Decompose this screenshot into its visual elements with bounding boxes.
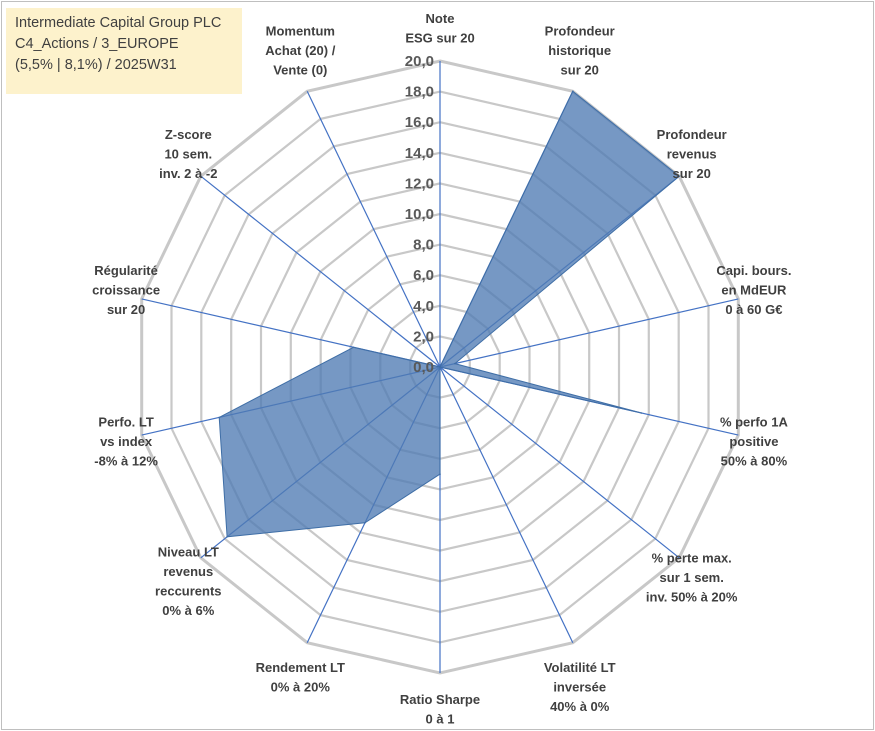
- tick-label: 6,0: [413, 267, 434, 284]
- axis-label: Perfo. LT vs index -8% à 12%: [94, 414, 158, 468]
- data-point: [218, 416, 220, 419]
- tick-label: 2,0: [413, 328, 434, 345]
- data-point: [352, 346, 355, 349]
- axis-spoke: [439, 298, 739, 368]
- tick-label: 16,0: [405, 114, 434, 131]
- data-point: [678, 175, 680, 177]
- series-area: [218, 90, 680, 538]
- axis-label: Z-score 10 sem. inv. 2 à -2: [159, 127, 217, 181]
- tick-label: 10,0: [405, 206, 434, 223]
- axis-spoke: [439, 366, 680, 559]
- tick-label: 8,0: [413, 237, 434, 254]
- info-box: Intermediate Capital Group PLC C4_Action…: [6, 8, 242, 94]
- category-line: C4_Actions / 3_EUROPE: [15, 36, 179, 52]
- tick-label: 0,0: [413, 359, 434, 376]
- period-line: (5,5% | 8,1%) / 2025W31: [15, 57, 177, 73]
- tick-label: 14,0: [405, 145, 434, 162]
- radial-tick-labels: 0,0 2,0 4,0 6,0 8,0 10,0 12,0 14,0 16,0 18,0 20,0: [405, 53, 434, 376]
- data-point: [572, 90, 574, 93]
- data-point: [226, 536, 228, 538]
- axis-spoke: [306, 91, 441, 368]
- tick-label: 4,0: [413, 298, 434, 315]
- axis-label: Momentum Achat (20) / Vente (0): [265, 23, 335, 77]
- axis-label: % perte max. sur 1 sem. inv. 50% à 20%: [646, 551, 738, 605]
- axis-label: Profondeur revenus sur 20: [657, 127, 727, 181]
- axis-label: Capi. bours. en MdEUR 0 à 60 G€: [716, 263, 791, 317]
- data-point: [364, 522, 366, 524]
- axis-label: Régularité croissance sur 20: [92, 263, 160, 317]
- data-point: [640, 412, 643, 414]
- tick-label: 18,0: [405, 84, 434, 101]
- company-name: Intermediate Capital Group PLC: [15, 15, 222, 31]
- tick-label: 20,0: [405, 53, 434, 70]
- axis-label: Profondeur historique sur 20: [545, 23, 615, 77]
- data-point: [439, 473, 441, 475]
- axis-label: Volatilité LT inversée 40% à 0%: [544, 660, 616, 714]
- axis-label: % perfo 1A positive 50% à 80%: [720, 414, 789, 468]
- data-point: [454, 362, 456, 365]
- axis-labels: Note ESG sur 20 Profondeur historique sur 20…: [92, 11, 791, 727]
- radar-series: [218, 90, 680, 538]
- tick-label: 12,0: [405, 175, 434, 192]
- axis-label: Rendement LT 0% à 20%: [256, 660, 345, 695]
- axis-label: Niveau LT revenus reccurents 0% à 6%: [155, 544, 221, 618]
- data-point: [439, 366, 441, 368]
- axis-label: Ratio Sharpe 0 à 1: [400, 692, 480, 727]
- axis-label: Note ESG sur 20: [405, 11, 474, 46]
- axis-spoke: [200, 175, 441, 368]
- axis-spoke: [439, 366, 574, 643]
